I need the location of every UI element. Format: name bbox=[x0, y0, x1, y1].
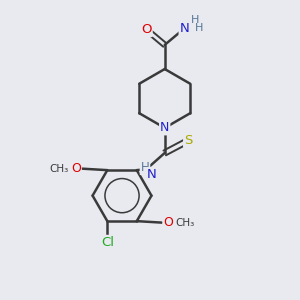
Text: O: O bbox=[163, 216, 173, 229]
Text: H: H bbox=[191, 15, 200, 25]
Text: CH₃: CH₃ bbox=[175, 218, 194, 228]
Text: O: O bbox=[71, 162, 81, 175]
Text: N: N bbox=[160, 122, 169, 134]
Text: O: O bbox=[141, 23, 152, 36]
Text: N: N bbox=[147, 168, 157, 181]
Text: CH₃: CH₃ bbox=[50, 164, 69, 174]
Text: Cl: Cl bbox=[101, 236, 114, 249]
Text: S: S bbox=[184, 134, 193, 147]
Text: H: H bbox=[141, 161, 149, 174]
Text: H: H bbox=[195, 23, 203, 33]
Text: N: N bbox=[180, 22, 189, 34]
